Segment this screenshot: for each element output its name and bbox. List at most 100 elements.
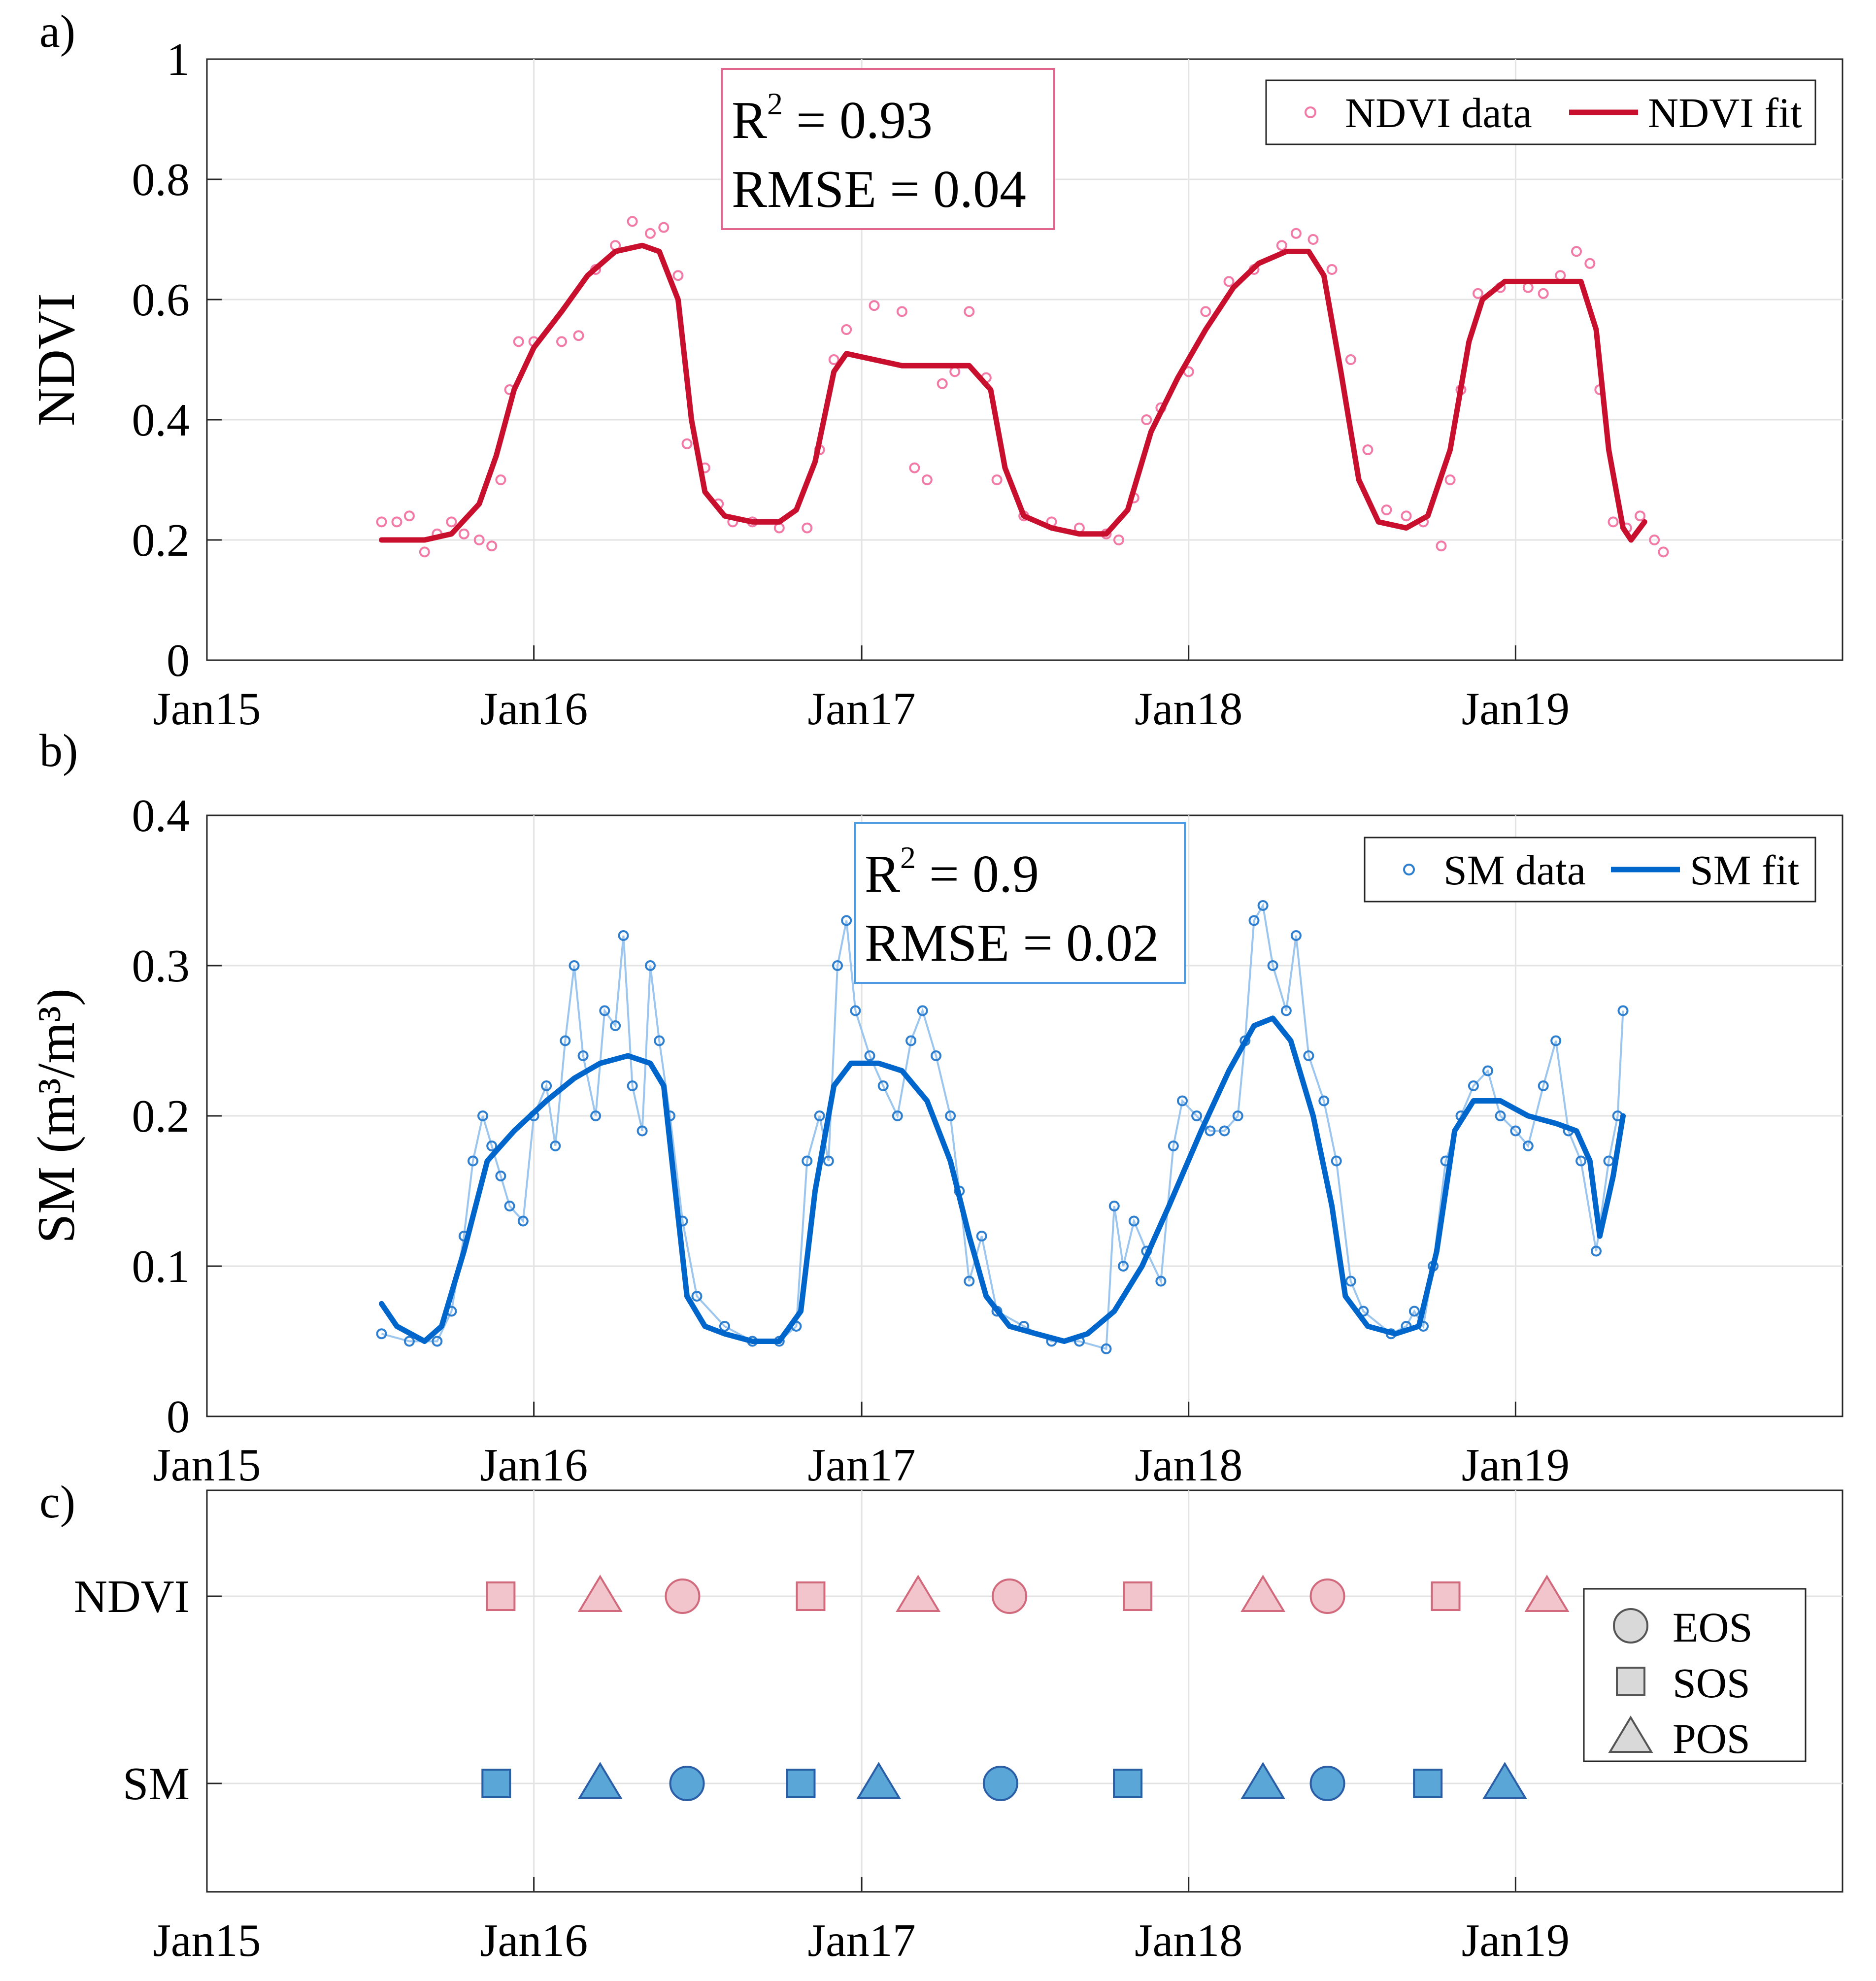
data-point <box>560 1035 571 1046</box>
data-point <box>1381 504 1392 515</box>
data-point <box>1482 1065 1493 1076</box>
data-point <box>495 474 506 485</box>
data-point <box>1550 1035 1562 1046</box>
data-point <box>627 1080 638 1091</box>
data-point <box>1608 516 1619 528</box>
data-point <box>1495 1110 1506 1121</box>
data-point <box>1658 546 1669 558</box>
data-point <box>1591 1245 1602 1257</box>
data-point <box>864 1050 875 1061</box>
phenology-marker-pos <box>1482 1762 1528 1799</box>
data-point <box>658 222 670 233</box>
x-tick-label: Jan19 <box>1462 1440 1570 1491</box>
data-point <box>419 546 430 558</box>
data-point <box>1200 306 1211 317</box>
data-point <box>1113 535 1124 545</box>
y-tick-label: 1 <box>167 34 190 85</box>
data-point <box>1108 1201 1120 1211</box>
legend-box <box>1364 837 1816 903</box>
data-point <box>486 540 498 552</box>
data-point <box>1408 1306 1420 1317</box>
phenology-marker-sos <box>786 1769 816 1798</box>
x-tick-label: Jan19 <box>1462 1915 1570 1966</box>
legend: NDVI data NDVI fit <box>1265 79 1816 145</box>
stats-annotation: R2 = 0.9 RMSE = 0.02 <box>854 822 1186 984</box>
data-point <box>719 1321 730 1332</box>
y-axis-label: SM (m³/m³) <box>27 988 86 1243</box>
data-point <box>403 1336 415 1347</box>
rmse-text: RMSE = 0.02 <box>865 914 1159 973</box>
stats-annotation: R2 = 0.93 RMSE = 0.04 <box>721 68 1055 230</box>
data-point <box>645 960 656 971</box>
y-tick-label: NDVI <box>74 1571 190 1622</box>
data-point <box>1223 276 1235 287</box>
phenology-marker-pos <box>856 1762 902 1799</box>
data-point <box>964 306 975 317</box>
data-point <box>1155 1276 1167 1287</box>
data-point <box>841 324 852 335</box>
data-point <box>1177 1095 1188 1107</box>
data-point <box>1128 1215 1139 1227</box>
x-tick-label: Jan16 <box>480 1915 588 1966</box>
y-tick-label: 0.8 <box>132 154 190 205</box>
phenology-marker-pos <box>1524 1575 1570 1612</box>
data-point <box>473 535 485 545</box>
data-point <box>850 1005 861 1016</box>
data-point <box>1362 444 1374 455</box>
phenology-marker-pos <box>577 1762 623 1799</box>
data-point <box>976 1231 987 1242</box>
data-point <box>892 1110 903 1121</box>
data-point <box>550 1141 561 1151</box>
data-point <box>1141 414 1152 425</box>
panel-c: c) Jan15 Jan16 Jan17 Jan18 Jan19 NDVI SM EOS SOS P… <box>39 1477 1843 1966</box>
phenology-marker-sos <box>1431 1581 1461 1611</box>
phenology-marker-eos <box>982 1766 1018 1801</box>
phenology-marker-sos <box>1123 1581 1153 1611</box>
fit-line <box>379 1015 1626 1344</box>
data-point <box>1617 1005 1629 1016</box>
data-point <box>376 516 387 528</box>
data-point <box>1649 535 1660 545</box>
data-point <box>1468 1080 1479 1091</box>
x-tick-label: Jan16 <box>480 683 588 735</box>
y-tick-label: 0.4 <box>132 395 190 446</box>
legend-label-data: SM data <box>1443 846 1586 894</box>
r-squared-text: R2 = 0.93 <box>732 86 933 150</box>
data-point <box>1571 246 1582 257</box>
legend-marker-pos <box>1608 1715 1653 1753</box>
data-point <box>599 1005 610 1016</box>
legend-label-data: NDVI data <box>1345 89 1532 136</box>
series-data <box>376 900 1629 1354</box>
data-point <box>432 1336 443 1347</box>
data-point <box>1473 288 1483 299</box>
x-tick-label: Jan18 <box>1135 683 1242 735</box>
data-point <box>1290 930 1302 941</box>
data-point <box>391 516 402 528</box>
phenology-marker-pos <box>577 1575 623 1612</box>
axes-frame <box>206 1489 1843 1893</box>
x-tick-label: Jan19 <box>1462 683 1570 735</box>
stats-box <box>854 822 1186 984</box>
legend-label: SOS <box>1673 1659 1750 1707</box>
data-point <box>814 1110 825 1121</box>
legend-marker-eos <box>1613 1608 1648 1644</box>
data-point <box>446 516 457 528</box>
data-point <box>1290 228 1302 239</box>
data-point <box>945 1110 956 1121</box>
data-point <box>896 306 907 317</box>
data-point <box>991 474 1003 485</box>
data-point <box>1635 510 1646 522</box>
data-point <box>1219 1125 1230 1137</box>
data-point <box>477 1110 488 1121</box>
legend: SM data SM fit <box>1364 837 1816 903</box>
legend-label-fit: SM fit <box>1690 846 1799 894</box>
phenology-marker-sos <box>481 1769 511 1798</box>
data-point <box>1276 240 1287 251</box>
data-point <box>937 378 948 389</box>
y-tick-label: 0 <box>167 1391 190 1443</box>
data-point <box>1345 1276 1356 1287</box>
data-point <box>1575 1155 1587 1167</box>
data-point <box>654 1035 665 1046</box>
phenology-marker-sos <box>1113 1769 1143 1798</box>
phenology-marker-pos <box>896 1575 941 1612</box>
